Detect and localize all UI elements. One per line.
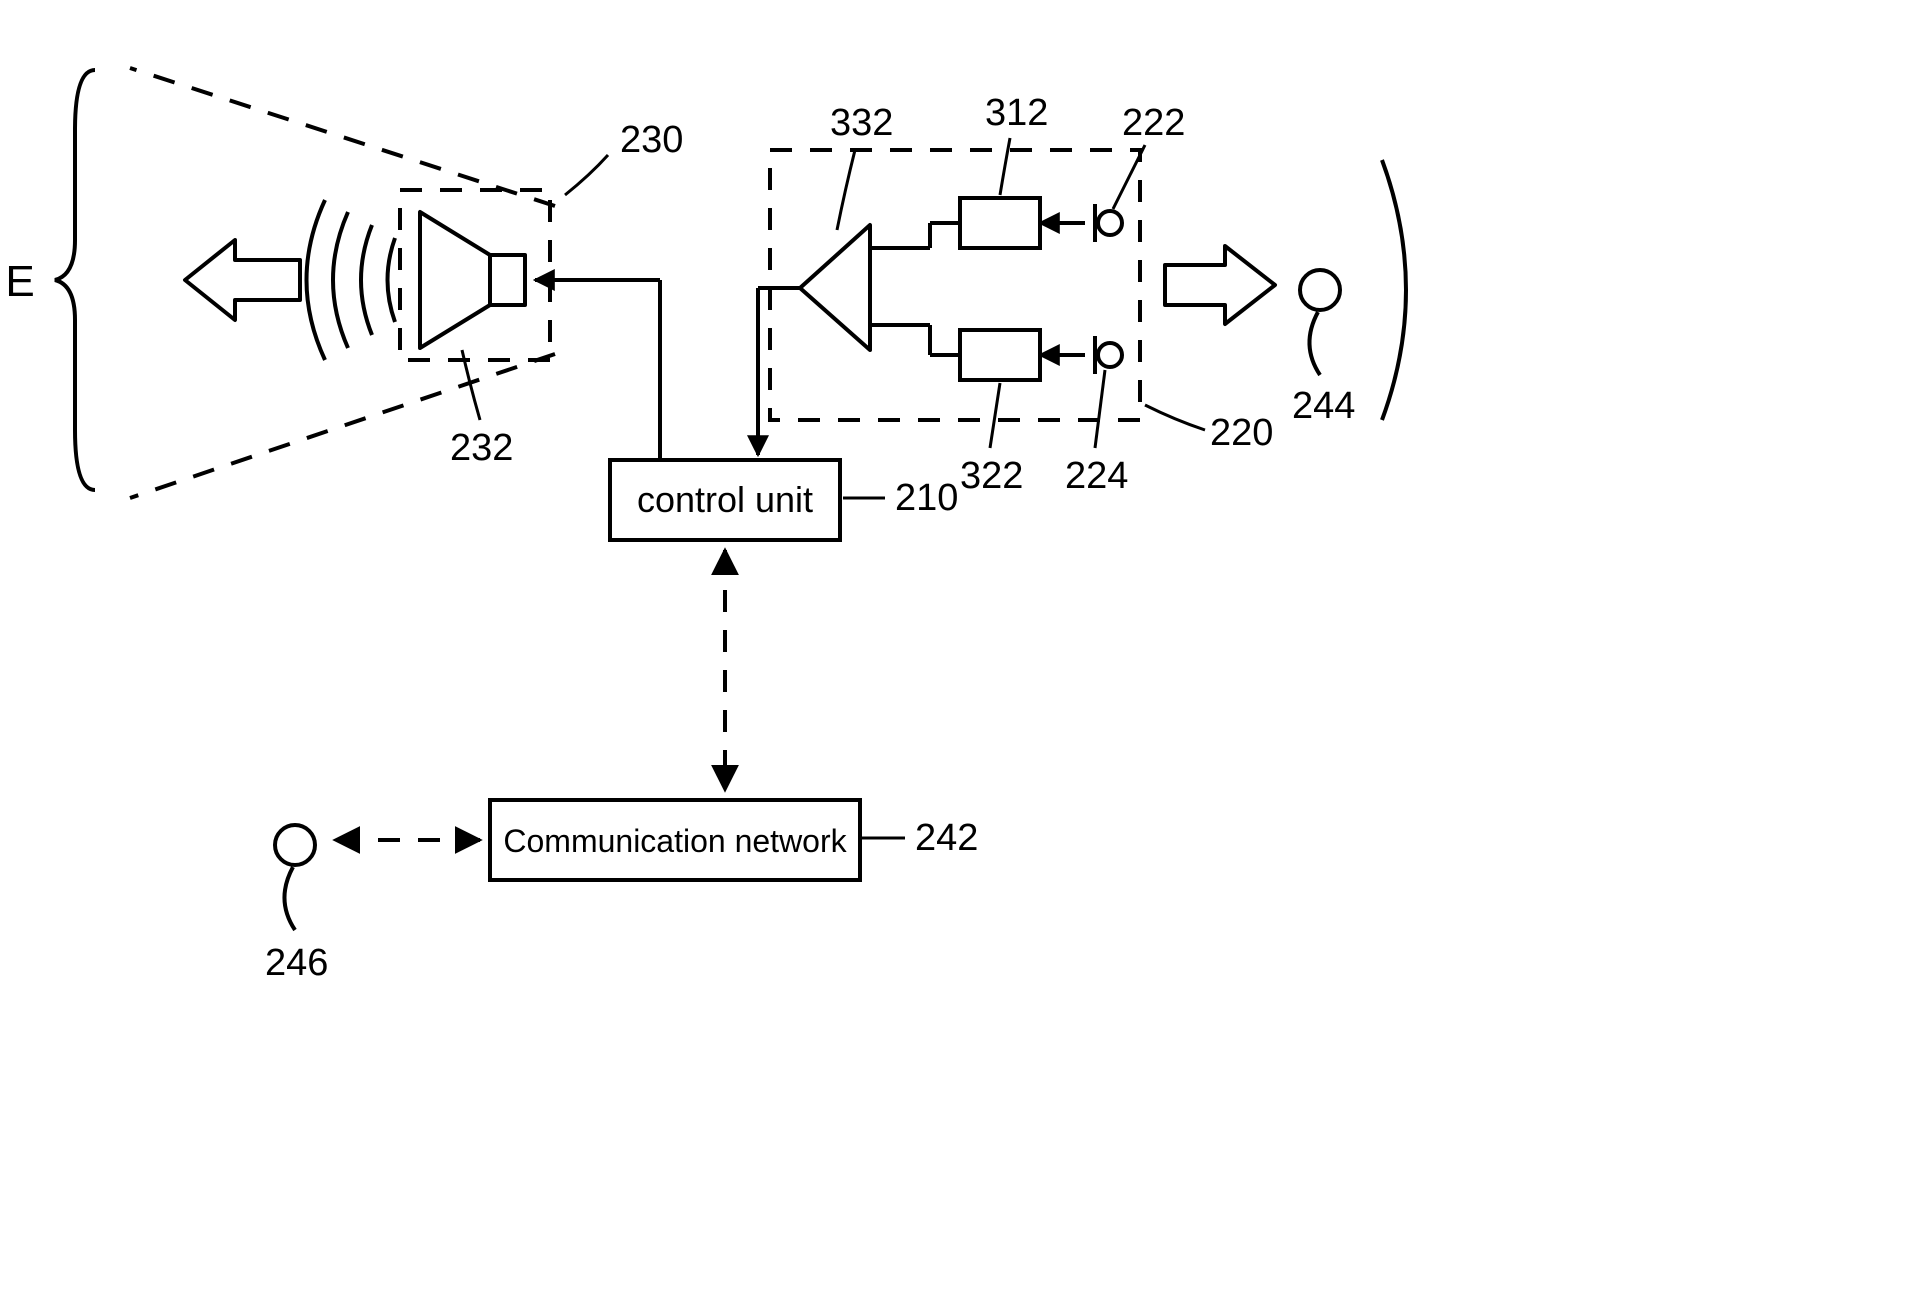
brace-left: E [5, 70, 95, 490]
ref-332: 332 [830, 102, 893, 144]
person-244: 244 [1292, 270, 1355, 427]
sound-waves [307, 200, 396, 360]
ref-242: 242 [915, 817, 978, 859]
mic-group: 332 312 322 222 22 [770, 92, 1273, 497]
speaker-icon [420, 212, 525, 348]
mic-222 [1040, 204, 1122, 242]
ref-230: 230 [620, 119, 683, 161]
comm-network-label: Communication network [503, 823, 847, 859]
summing-triangle [800, 225, 870, 350]
ref-246: 246 [265, 942, 328, 984]
ref-322: 322 [960, 455, 1023, 497]
control-unit-label: control unit [637, 479, 813, 520]
ref-232: 232 [450, 427, 513, 469]
diagram-canvas: E 230 232 332 [0, 0, 1480, 1010]
wire-triangle-to-control [758, 288, 800, 455]
block-arrow-right [1165, 246, 1275, 324]
amp-box-322 [960, 330, 1040, 380]
person-246: 246 [265, 825, 328, 984]
arc-right [1382, 160, 1406, 420]
speaker-group: 230 232 [400, 119, 683, 469]
wire-speaker-to-control [535, 280, 660, 460]
mic-224 [1040, 336, 1122, 374]
ref-210: 210 [895, 477, 958, 519]
ref-220: 220 [1210, 412, 1273, 454]
label-E: E [5, 257, 34, 306]
ref-222: 222 [1122, 102, 1185, 144]
block-arrow-left [185, 240, 300, 320]
comm-network-block: Communication network 242 [490, 800, 978, 880]
ref-224: 224 [1065, 455, 1128, 497]
ref-312: 312 [985, 92, 1048, 134]
ref-244: 244 [1292, 385, 1355, 427]
amp-box-312 [960, 198, 1040, 248]
control-unit-block: control unit 210 [610, 460, 958, 540]
